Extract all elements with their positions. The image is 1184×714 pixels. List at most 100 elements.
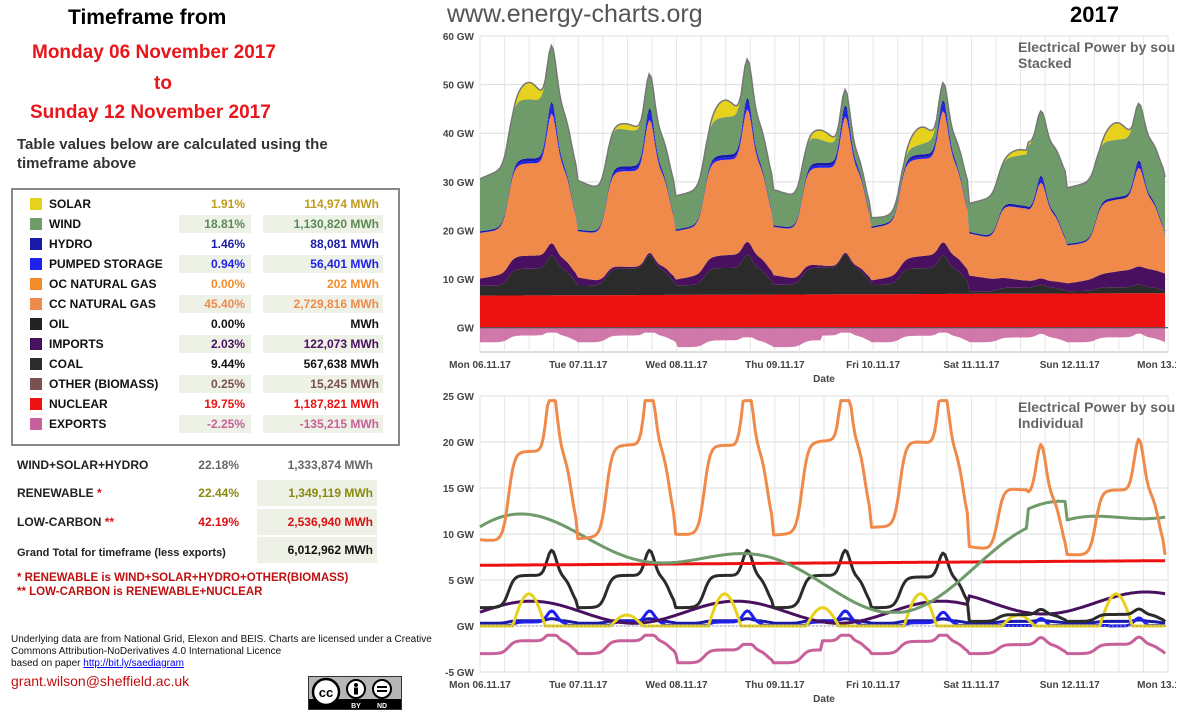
y-tick-label: -5 GW: [445, 668, 474, 679]
summary-mwh: 6,012,962 MWh: [257, 537, 377, 563]
x-tick-label: Thu 09.11.17: [745, 680, 805, 691]
summary-label-text: Grand Total for timeframe (less exports): [17, 547, 226, 559]
x-tick-label: Mon 13.11.17: [1137, 360, 1176, 371]
individual-chart: -5 GW GW 5 GW 10 GW 15 GW 20 GW 25 GW Mon 06.11…: [443, 392, 1176, 705]
cc-nd-label: ND: [377, 703, 387, 709]
table-row: IMPORTS 2.03% 122,073 MWh: [13, 334, 398, 354]
source-name: IMPORTS: [49, 337, 104, 351]
credits-line: Underlying data are from National Grid, …: [11, 634, 432, 657]
y-tick-label: 5 GW: [448, 576, 474, 587]
legend-swatch: [30, 418, 42, 430]
area-solar: [480, 45, 1166, 218]
x-tick-label: Mon 06.11.17: [449, 680, 511, 691]
table-note: Table values below are calculated using …: [17, 136, 328, 172]
timeframe-end: Sunday 12 November 2017: [30, 102, 271, 123]
total-line: [479, 43, 1166, 219]
x-tick-label: Sat 11.11.17: [943, 680, 1000, 691]
legend-swatch: [30, 318, 42, 330]
summary-star: *: [93, 486, 102, 500]
legend-swatch: [30, 378, 42, 390]
x-tick-label: Thu 09.11.17: [745, 360, 805, 371]
credits-paper: based on paper: [11, 658, 81, 669]
x-tick-label: Fri 10.11.17: [846, 360, 900, 371]
summary-percent: 22.44%: [198, 486, 239, 500]
y-tick-label: 30 GW: [443, 178, 475, 189]
line-gas: [479, 399, 1167, 557]
legend-swatch: [30, 358, 42, 370]
x-tick-label: Mon 13.11.17: [1137, 680, 1176, 691]
summary-row: WIND+SOLAR+HYDRO 22.18% 1,333,874 MWh: [17, 456, 387, 484]
footnote-renewable: * RENEWABLE is WIND+SOLAR+HYDRO+OTHER(BI…: [17, 572, 349, 584]
line-exports: [480, 633, 1167, 665]
source-name: WIND: [49, 217, 81, 231]
source-name: SOLAR: [49, 197, 91, 211]
x-axis-label: Date: [813, 694, 835, 705]
area-nuclear: [480, 293, 1166, 328]
source-mwh: 56,401 MWh: [263, 255, 383, 273]
summary-mwh: 1,349,119 MWh: [257, 480, 377, 506]
summary-star: **: [101, 515, 115, 529]
site-url[interactable]: www.energy-charts.org: [447, 0, 703, 28]
source-percent: 2.03%: [179, 335, 251, 353]
chart-title: Individual: [1018, 415, 1083, 431]
x-tick-label: Tue 07.11.17: [549, 680, 608, 691]
x-tick-label: Wed 08.11.17: [646, 360, 709, 371]
source-mwh: 1,130,820 MWh: [263, 215, 383, 233]
source-mwh: 114,974 MWh: [304, 197, 379, 211]
y-tick-label: 40 GW: [443, 129, 475, 140]
table-row: EXPORTS -2.25% -135,215 MWh: [13, 414, 398, 434]
legend-swatch: [30, 198, 42, 210]
source-name: NUCLEAR: [49, 397, 108, 411]
x-axis-label: Date: [813, 374, 835, 385]
source-name: PUMPED STORAGE: [49, 257, 163, 271]
area-coal: [480, 254, 1166, 296]
source-percent: 9.44%: [210, 357, 245, 371]
line-coal: [480, 548, 1167, 623]
y-tick-label: 20 GW: [443, 226, 475, 237]
source-mwh: MWh: [350, 317, 379, 331]
summary-label: RENEWABLE *: [17, 486, 102, 500]
summary-row: RENEWABLE * 22.44% 1,349,119 MWh: [17, 480, 387, 512]
source-mwh: 1,187,821 MWh: [293, 397, 379, 411]
year-label: 2017: [1070, 2, 1119, 27]
table-row: OTHER (BIOMASS) 0.25% 15,245 MWh: [13, 374, 398, 394]
summary-percent: 22.18%: [198, 458, 239, 472]
cc-icon: cc BY ND: [309, 677, 401, 710]
area-imports: [480, 241, 1166, 292]
summary-label-text: LOW-CARBON: [17, 515, 102, 529]
source-percent: 1.91%: [210, 197, 245, 211]
summary-row: LOW-CARBON ** 42.19% 2,536,940 MWh: [17, 509, 387, 541]
paper-link[interactable]: http://bit.ly/saediagram: [83, 658, 184, 669]
source-percent: 18.81%: [179, 215, 251, 233]
source-percent: 0.00%: [210, 277, 245, 291]
source-name: COAL: [49, 357, 83, 371]
source-mwh: 88,081 MWh: [310, 237, 379, 251]
legend-swatch: [30, 278, 42, 290]
summary-mwh: 1,333,874 MWh: [287, 458, 373, 472]
source-table: SOLAR 1.91% 114,974 MWh WIND 18.81% 1,130,820…: [11, 188, 400, 446]
x-tick-label: Tue 07.11.17: [549, 360, 608, 371]
summary-percent: 42.19%: [198, 515, 239, 529]
contact-email[interactable]: grant.wilson@sheffield.ac.uk: [11, 673, 190, 689]
y-tick-label: GW: [457, 324, 475, 335]
summary-label: Grand Total for timeframe (less exports): [17, 547, 226, 559]
summary-row: Grand Total for timeframe (less exports)…: [17, 537, 387, 569]
line-solar: [480, 592, 1166, 628]
source-percent: 0.94%: [179, 255, 251, 273]
legend-swatch: [30, 398, 42, 410]
table-row: CC NATURAL GAS 45.40% 2,729,816 MWh: [13, 294, 398, 314]
legend-swatch: [30, 238, 42, 250]
table-row: SOLAR 1.91% 114,974 MWh: [13, 194, 398, 214]
y-tick-label: 10 GW: [443, 275, 475, 286]
source-mwh: 15,245 MWh: [263, 375, 383, 393]
line-wind: [479, 499, 1166, 614]
source-percent: -2.25%: [179, 415, 251, 433]
summary-mwh: 2,536,940 MWh: [257, 509, 377, 535]
cc-license-badge[interactable]: cc BY ND: [308, 676, 402, 710]
x-tick-label: Sat 11.11.17: [943, 360, 1000, 371]
x-tick-label: Sun 12.11.17: [1040, 680, 1100, 691]
chart-title: Electrical Power by source: [1018, 399, 1176, 415]
source-mwh: 2,729,816 MWh: [263, 295, 383, 313]
area-gas: [480, 109, 1166, 284]
timeframe-title: Timeframe from: [68, 6, 227, 29]
